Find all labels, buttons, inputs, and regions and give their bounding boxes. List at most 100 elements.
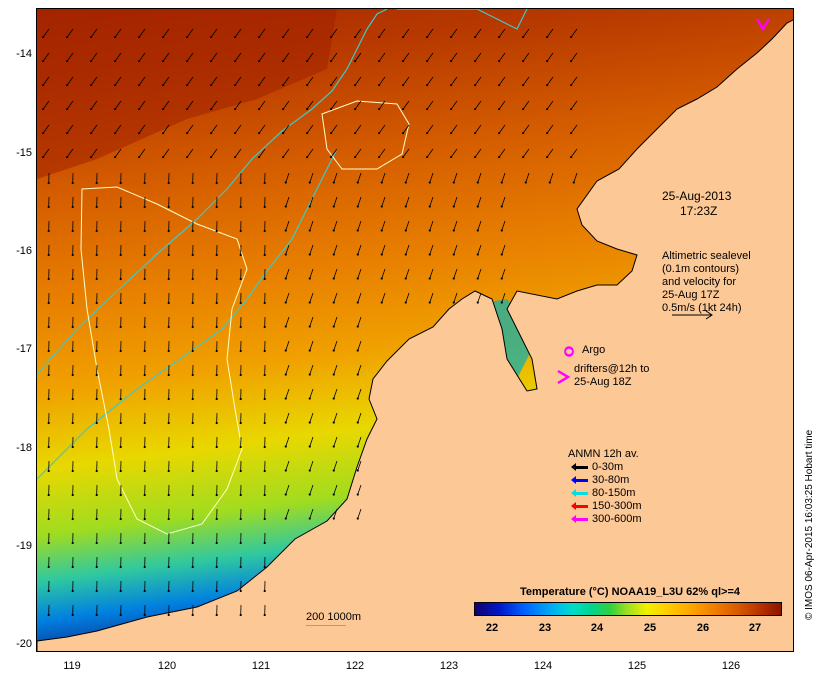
velocity-arrowhead	[426, 107, 429, 111]
velocity-arrow	[309, 484, 314, 495]
velocity-arrow	[162, 148, 170, 158]
velocity-arrowhead	[191, 613, 194, 617]
velocity-arrow	[378, 148, 386, 158]
velocity-arrow	[474, 28, 482, 38]
velocity-arrowhead	[239, 517, 242, 521]
velocity-arrowhead	[263, 349, 266, 353]
velocity-arrow	[258, 52, 266, 62]
velocity-arrowhead	[498, 59, 501, 63]
drifter-legend-icon	[557, 369, 570, 385]
velocity-arrowhead	[332, 469, 335, 472]
drifters-line-1: drifters@12h to	[574, 363, 650, 375]
velocity-arrow	[333, 412, 338, 423]
velocity-arrow	[333, 460, 338, 471]
velocity-arrow	[429, 196, 434, 207]
velocity-arrowhead	[356, 397, 359, 400]
velocity-arrowhead	[426, 83, 429, 87]
velocity-arrowhead	[167, 445, 170, 449]
drifter-marker	[755, 18, 771, 32]
velocity-arrowhead	[239, 421, 242, 425]
velocity-arrowhead	[215, 253, 218, 257]
velocity-arrowhead	[167, 589, 170, 593]
velocity-arrow	[570, 76, 578, 86]
velocity-arrowhead	[234, 107, 237, 111]
velocity-arrow	[285, 388, 290, 399]
velocity-arrow	[285, 316, 290, 327]
velocity-arrowhead	[71, 277, 74, 281]
velocity-arrow	[210, 52, 218, 62]
velocity-arrow	[282, 76, 290, 86]
velocity-arrowhead	[426, 131, 429, 135]
velocity-arrowhead	[167, 397, 170, 401]
velocity-arrowhead	[332, 325, 335, 328]
y-tick-label: -18	[16, 442, 32, 454]
velocity-arrowhead	[215, 181, 218, 185]
velocity-arrowhead	[428, 301, 431, 304]
velocity-arrowhead	[71, 373, 74, 377]
velocity-arrow	[333, 436, 338, 447]
velocity-arrowhead	[47, 205, 50, 209]
velocity-arrowhead	[162, 131, 165, 135]
velocity-arrowhead	[239, 253, 242, 257]
velocity-arrow	[90, 28, 98, 38]
velocity-arrow	[234, 148, 242, 158]
velocity-arrowhead	[191, 397, 194, 401]
velocity-arrow	[330, 148, 338, 158]
velocity-arrow	[453, 196, 458, 207]
velocity-arrow	[522, 52, 530, 62]
velocity-arrow	[285, 460, 290, 471]
velocity-arrowhead	[95, 301, 98, 305]
anmn-legend-item: 300-600m	[571, 513, 642, 525]
velocity-arrowhead	[500, 301, 503, 304]
velocity-arrowhead	[47, 613, 50, 617]
velocity-arrowhead	[143, 253, 146, 257]
velocity-arrowhead	[308, 349, 311, 352]
velocity-arrowhead	[114, 35, 117, 39]
sst-map-canvas	[37, 9, 793, 651]
velocity-arrow	[381, 196, 386, 207]
velocity-arrow	[186, 100, 194, 110]
velocity-arrowhead	[119, 181, 122, 185]
velocity-arrow	[477, 244, 482, 255]
velocity-arrowhead	[167, 229, 170, 233]
velocity-arrowhead	[191, 445, 194, 449]
velocity-arrowhead	[402, 35, 405, 39]
velocity-arrow	[114, 28, 122, 38]
sst-map[interactable]	[36, 8, 794, 652]
velocity-arrowhead	[119, 277, 122, 281]
velocity-arrow	[306, 52, 314, 62]
velocity-arrowhead	[143, 493, 146, 497]
velocity-arrowhead	[522, 131, 525, 135]
velocity-arrow	[138, 100, 146, 110]
velocity-arrowhead	[95, 613, 98, 617]
velocity-arrowhead	[284, 349, 287, 352]
velocity-arrow	[357, 244, 362, 255]
velocity-arrowhead	[167, 301, 170, 305]
velocity-arrowhead	[332, 373, 335, 376]
velocity-arrow	[285, 196, 290, 207]
velocity-arrowhead	[71, 205, 74, 209]
velocity-arrowhead	[356, 325, 359, 328]
velocity-arrowhead	[143, 397, 146, 401]
velocity-arrow	[162, 52, 170, 62]
velocity-arrowhead	[71, 325, 74, 329]
velocity-arrowhead	[263, 565, 266, 569]
velocity-arrowhead	[71, 589, 74, 593]
velocity-arrow	[405, 196, 410, 207]
velocity-arrow	[234, 52, 242, 62]
velocity-arrow	[474, 100, 482, 110]
velocity-arrowhead	[546, 131, 549, 135]
velocity-arrow	[42, 100, 50, 110]
velocity-arrow	[42, 148, 50, 158]
velocity-arrowhead	[332, 493, 335, 496]
velocity-arrow	[357, 292, 362, 303]
velocity-arrowhead	[215, 493, 218, 497]
velocity-arrowhead	[570, 59, 573, 63]
velocity-arrowhead	[138, 131, 141, 135]
velocity-arrowhead	[546, 83, 549, 87]
velocity-arrowhead	[210, 35, 213, 39]
velocity-arrowhead	[546, 155, 549, 159]
velocity-arrowhead	[95, 541, 98, 545]
velocity-arrowhead	[234, 83, 237, 87]
velocity-arrow	[309, 508, 314, 519]
